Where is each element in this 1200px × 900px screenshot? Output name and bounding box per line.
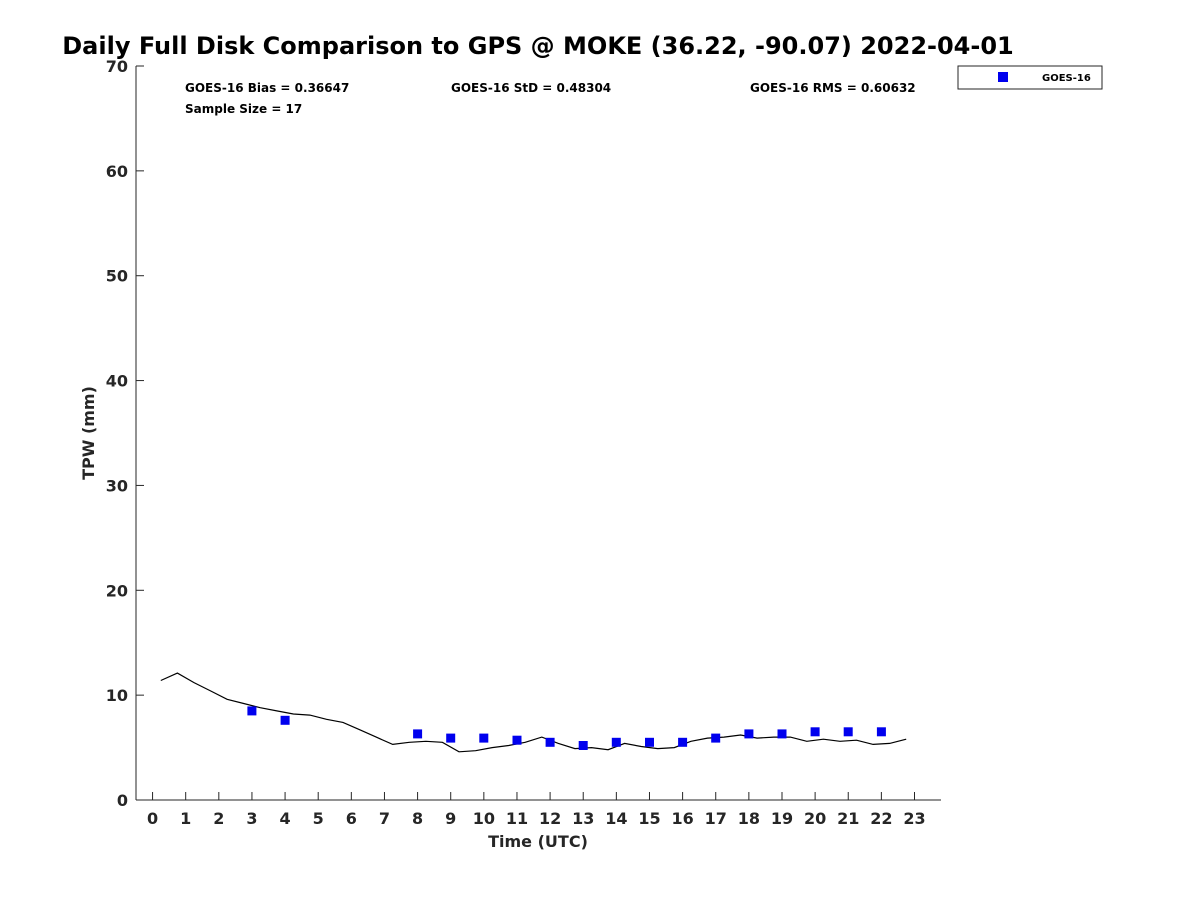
goes16-point [777, 729, 787, 739]
x-tick-label: 3 [246, 809, 257, 828]
chart-title: Daily Full Disk Comparison to GPS @ MOKE… [62, 32, 1013, 60]
x-tick-label: 5 [313, 809, 324, 828]
x-tick-label: 8 [412, 809, 423, 828]
x-tick-label: 9 [445, 809, 456, 828]
x-axis-label: Time (UTC) [488, 832, 588, 851]
goes16-point [843, 727, 853, 737]
stat-bias: GOES-16 Bias = 0.36647 [185, 81, 349, 95]
x-tick-label: 0 [147, 809, 158, 828]
x-tick-label: 14 [605, 809, 627, 828]
plot-area [160, 672, 907, 753]
goes16-point [479, 733, 489, 743]
legend-marker-goes16 [998, 72, 1008, 82]
x-tick-label: 22 [870, 809, 892, 828]
goes16-point [413, 729, 423, 739]
y-tick-label: 20 [106, 581, 128, 600]
y-tick-label: 0 [117, 791, 128, 810]
x-tick-label: 16 [671, 809, 693, 828]
x-tick-label: 12 [539, 809, 561, 828]
legend-box [957, 65, 1103, 90]
goes16-point [247, 706, 257, 716]
x-tick-label: 23 [903, 809, 925, 828]
x-tick-label: 7 [379, 809, 390, 828]
goes16-point [578, 741, 588, 750]
goes16-point [446, 733, 456, 743]
x-tick-label: 15 [638, 809, 660, 828]
x-tick-label: 2 [213, 809, 224, 828]
y-tick-label: 70 [106, 57, 128, 76]
x-tick-label: 13 [572, 809, 594, 828]
y-axis-label: TPW (mm) [79, 386, 98, 480]
y-tick-label: 40 [106, 372, 128, 391]
goes16-point [545, 737, 555, 747]
legend: GOES-16 [957, 65, 1103, 90]
x-tick-label: 17 [705, 809, 727, 828]
y-tick-label: 30 [106, 476, 128, 495]
y-ticks: 0 10 20 30 40 50 60 70 [106, 57, 144, 810]
goes16-point [678, 737, 688, 747]
goes16-point [711, 733, 721, 743]
x-tick-label: 20 [804, 809, 826, 828]
x-ticks: 0 1 2 3 4 5 6 7 8 9 10 11 12 13 14 15 16 17 18 19 20 21 22 23 [147, 792, 926, 828]
goes16-point [744, 729, 754, 739]
x-tick-label: 1 [180, 809, 191, 828]
legend-label-goes16: GOES-16 [1042, 73, 1091, 84]
y-tick-label: 50 [106, 267, 128, 286]
goes16-point [645, 737, 654, 747]
x-tick-label: 21 [837, 809, 859, 828]
x-tick-label: 18 [738, 809, 760, 828]
x-tick-label: 10 [473, 809, 495, 828]
goes16-point [512, 735, 522, 745]
x-tick-label: 11 [506, 809, 528, 828]
stat-std: GOES-16 StD = 0.48304 [451, 81, 611, 95]
x-tick-label: 4 [280, 809, 291, 828]
x-tick-label: 19 [771, 809, 793, 828]
goes16-point [876, 727, 886, 737]
goes16-point [810, 727, 820, 737]
y-tick-label: 10 [106, 686, 128, 705]
x-tick-label: 6 [346, 809, 357, 828]
goes16-point [611, 737, 621, 747]
goes16-point [280, 715, 290, 725]
stat-sample-size: Sample Size = 17 [185, 102, 302, 116]
y-tick-label: 60 [106, 162, 128, 181]
stat-rms: GOES-16 RMS = 0.60632 [750, 81, 916, 95]
